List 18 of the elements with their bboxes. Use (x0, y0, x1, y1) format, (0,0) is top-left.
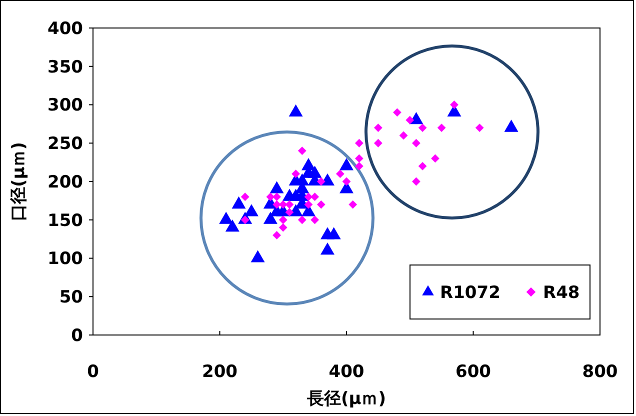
legend-label: R1072 (440, 282, 500, 303)
y-tick-label: 50 (59, 288, 84, 308)
y-tick-label: 250 (48, 134, 84, 154)
x-tick-label: 400 (328, 362, 364, 382)
legend-label: R48 (543, 282, 580, 303)
y-tick-label: 100 (48, 249, 84, 270)
x-tick-label: 0 (87, 362, 100, 382)
y-tick-label: 300 (48, 96, 84, 116)
y-tick-label: 150 (48, 210, 84, 231)
x-axis-title: 長径(μｍ) (306, 389, 386, 409)
x-tick-label: 800 (582, 362, 618, 382)
x-tick-label: 200 (202, 362, 238, 382)
y-tick-label: 350 (48, 57, 84, 78)
y-axis-title: 口径(μｍ) (9, 142, 29, 222)
y-tick-label: 200 (48, 172, 84, 192)
y-tick-label: 400 (48, 18, 84, 39)
y-tick-label: 0 (71, 326, 84, 346)
x-tick-label: 600 (456, 362, 492, 382)
